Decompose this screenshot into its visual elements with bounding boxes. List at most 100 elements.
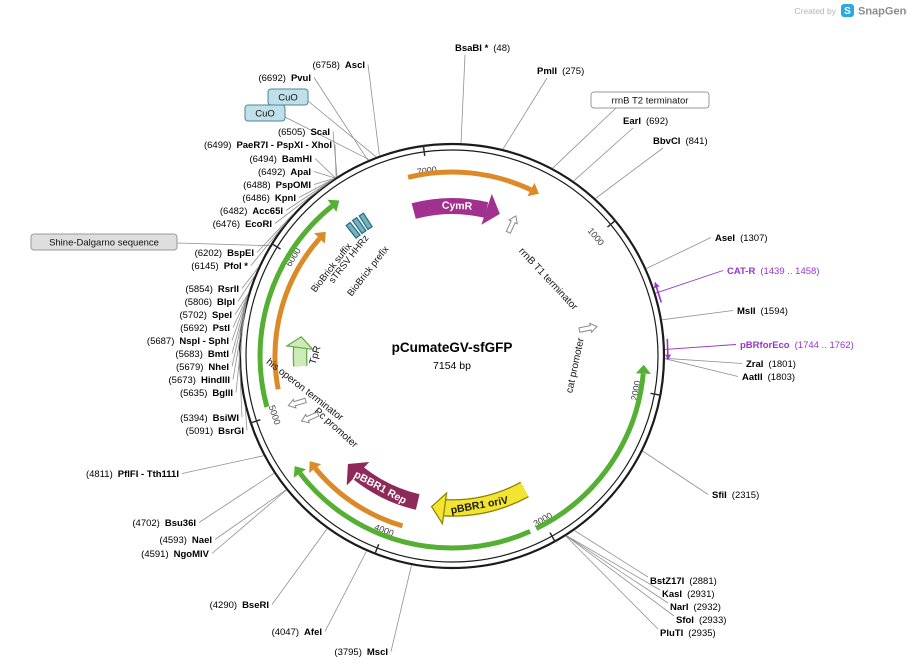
enzyme-site-label: BstZ17I (2881)	[650, 576, 717, 587]
enzyme-leader-line	[664, 357, 743, 364]
enzyme-leader-line	[595, 147, 664, 199]
enzyme-site-label: (6492) ApaI	[258, 167, 311, 178]
enzyme-leader-line	[274, 179, 333, 224]
enzyme-leader-line	[211, 489, 287, 554]
enzyme-site-label: SfoI (2933)	[676, 615, 726, 626]
leader-line-cuo-2	[284, 116, 370, 161]
feature-arrowhead-arc-green-bottom	[293, 466, 306, 478]
biobrick-site-glyph	[358, 212, 373, 231]
biobrick-site-glyph	[345, 221, 361, 239]
enzyme-leader-line	[573, 530, 649, 578]
enzyme-leader-line	[565, 535, 675, 617]
enzyme-site-label: EarI (692)	[623, 116, 668, 127]
enzyme-leader-line	[313, 178, 335, 185]
enzyme-leader-line	[256, 212, 295, 253]
enzyme-leader-line	[238, 350, 243, 418]
feature-arrowhead-arc-green-left	[327, 199, 340, 212]
leader-line-rrnb-t2-terminator	[552, 107, 617, 169]
tick-label: 5000	[267, 404, 283, 426]
enzyme-leader-line	[250, 221, 288, 266]
created-by-text: Created by	[794, 6, 836, 16]
enzyme-site-label: (6486) KpnI	[242, 193, 296, 204]
enzyme-site-label: (5806) BlpI	[185, 297, 235, 308]
enzyme-site-label: (6499) PaeR7I - PspXI - XhoI	[204, 140, 332, 151]
enzyme-site-label: (4591) NgoMIV	[141, 549, 209, 560]
enzyme-leader-line	[642, 450, 709, 495]
feature-label-cat-promoter: cat promoter	[564, 336, 587, 394]
enzyme-site-label: (4593) NaeI	[159, 535, 212, 546]
feature-arc-cymr	[411, 198, 489, 219]
enzyme-leader-line	[198, 472, 275, 523]
enzyme-leader-line	[664, 358, 739, 377]
enzyme-leader-line	[314, 158, 336, 179]
enzyme-site-label: (6692) PvuI	[258, 73, 311, 84]
enzyme-leader-line	[244, 406, 248, 431]
enzyme-leader-line	[237, 275, 256, 302]
enzyme-leader-line	[460, 54, 466, 144]
enzyme-site-label: ZraI (1801)	[746, 359, 796, 370]
backbone-inner-circle	[245, 149, 659, 563]
snapgene-watermark: Created by S SnapGene	[794, 4, 907, 18]
boxed-label-text-shine-dalgarno: Shine-Dalgarno sequence	[49, 238, 159, 249]
tick-mark	[606, 219, 617, 228]
snapgene-logo-icon	[841, 4, 854, 17]
boxed-label-cuo-1	[267, 88, 309, 106]
feature-label-rrnb-t1-terminator: rrnB T1 terminator	[516, 246, 580, 313]
enzyme-site-label: (5635) BglII	[180, 388, 233, 399]
enzyme-site-label: (4702) Bsu36I	[132, 518, 196, 529]
boxed-label-text-rrnb-t2-terminator: rrnB T2 terminator	[612, 96, 689, 107]
enzyme-site-label: (4290) BseRI	[210, 600, 269, 611]
enzyme-site-label: (5679) NheI	[176, 362, 229, 373]
enzyme-site-label: KasI (2931)	[662, 589, 715, 600]
enzyme-leader-line	[181, 455, 264, 474]
enzyme-site-label: (6476) EcoRI	[213, 219, 272, 230]
enzyme-site-label: NarI (2932)	[670, 602, 721, 613]
feature-arc-arc-green-left	[257, 204, 334, 408]
leader-line-cuo-1	[307, 100, 377, 158]
rrnb-t1-terminator-glyph	[505, 215, 518, 234]
primer-label: pBRforEco (1744 .. 1762)	[740, 340, 854, 351]
boxed-label-shine-dalgarno	[30, 233, 178, 251]
enzyme-leader-line	[334, 144, 337, 178]
enzyme-leader-line	[324, 550, 367, 632]
enzyme-site-label: SfiI (2315)	[712, 490, 759, 501]
enzyme-site-label: (5394) BsiWI	[180, 413, 239, 424]
tick-mark	[249, 419, 261, 424]
tick-mark	[270, 242, 281, 250]
enzyme-site-label: (5702) SpeI	[179, 310, 232, 321]
enzyme-site-label: (5673) HindIII	[169, 375, 231, 386]
feature-arc-pbbr1-oriv	[444, 482, 529, 516]
enzyme-leader-line	[367, 64, 380, 156]
enzyme-leader-line	[566, 535, 661, 591]
feature-label-cymr: CymR	[442, 200, 473, 213]
enzyme-site-label: PluTI (2935)	[660, 628, 716, 639]
enzyme-site-label: (3795) MscI	[334, 647, 388, 658]
enzyme-leader-line	[241, 267, 259, 289]
enzyme-leader-line	[390, 565, 412, 652]
feature-arc-pbbr1-rep	[353, 466, 420, 510]
enzyme-site-label: (5854) RsrII	[185, 284, 239, 295]
his-operon-terminator-glyph	[287, 397, 307, 409]
primer-label: CAT-R (1439 .. 1458)	[727, 266, 819, 277]
enzyme-leader-line	[271, 528, 328, 605]
feature-label-tpr: TpR	[308, 345, 324, 366]
enzyme-leader-line	[234, 293, 249, 315]
primer-arrowhead	[654, 282, 660, 289]
enzyme-site-label: (6505) ScaI	[278, 127, 330, 138]
feature-arc-arc-green-bottom	[298, 471, 532, 551]
enzyme-site-label: (5683) BmtI	[175, 349, 229, 360]
enzyme-site-label: MslI (1594)	[737, 306, 788, 317]
feature-label-pbbr1-rep: pBBR1 Rep	[352, 469, 408, 507]
feature-arrowhead-arc-green-right	[635, 364, 651, 374]
biobrick-site-glyph	[351, 216, 367, 235]
enzyme-leader-line	[232, 295, 249, 328]
snapgene-logo-letter: S	[844, 6, 851, 17]
enzyme-site-label: (6145) PfoI *	[191, 261, 248, 272]
tick-mark	[650, 392, 662, 397]
boxed-label-cuo-2	[244, 104, 286, 122]
boxed-label-rrnb-t2-terminator	[590, 91, 710, 109]
enzyme-site-label: (6202) BspEI	[195, 248, 254, 259]
enzyme-leader-line	[313, 77, 369, 161]
